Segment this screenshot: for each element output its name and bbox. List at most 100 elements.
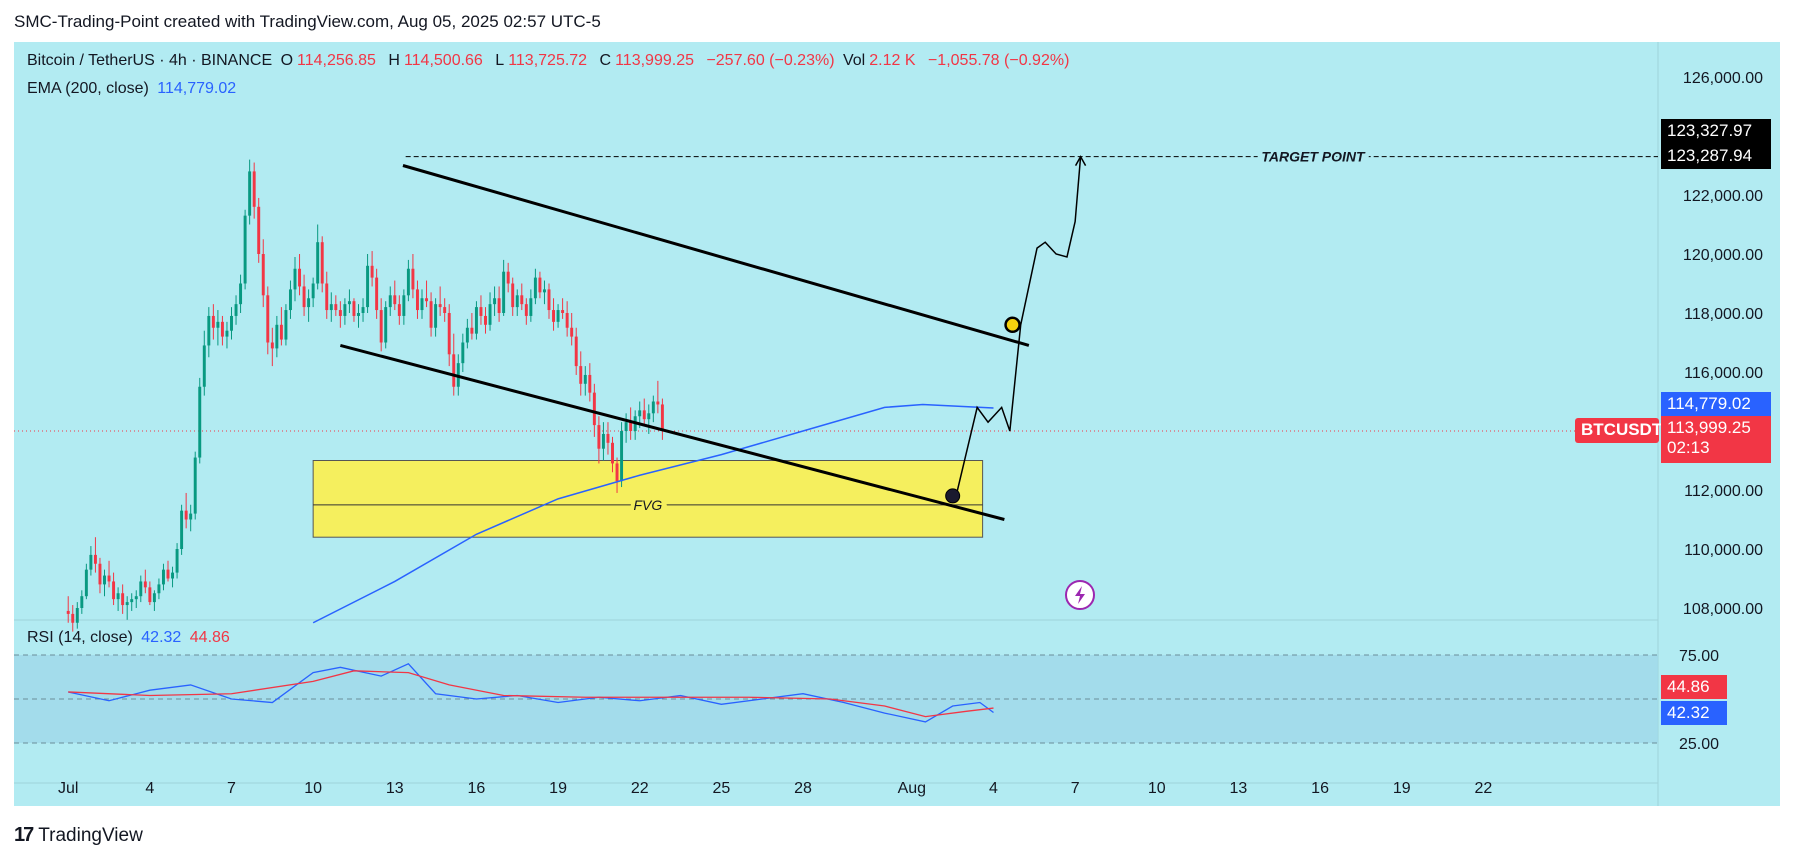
brand-name: TradingView	[38, 824, 143, 846]
candle-body	[134, 596, 138, 600]
candle-body	[361, 307, 365, 313]
rsi-ma-tag: 44.86	[1661, 675, 1727, 699]
candle-body	[660, 404, 664, 432]
tradingview-logo-icon: 17	[14, 824, 34, 846]
time-tick-label: Jul	[58, 780, 78, 797]
target-low-tag: 123,287.94	[1661, 144, 1771, 169]
candle-body	[184, 510, 188, 520]
candle-body	[375, 277, 379, 311]
ema-price-tag: 114,779.02	[1661, 392, 1771, 416]
candle-body	[125, 602, 129, 606]
time-tick-label: 7	[1071, 780, 1080, 797]
low-label: L	[495, 52, 505, 69]
candle-body	[425, 298, 429, 302]
candle-body	[198, 386, 202, 458]
candle-body	[638, 410, 642, 417]
candle-body	[429, 301, 433, 328]
time-tick-label: 19	[549, 780, 567, 797]
candle-body	[565, 313, 569, 328]
candle-body	[320, 242, 324, 284]
vol-label: Vol	[842, 52, 866, 69]
candle-body	[261, 254, 265, 296]
time-tick-label: 10	[304, 780, 322, 797]
rsi-panel: 75.00 25.00	[14, 648, 1719, 753]
high-label: H	[388, 52, 400, 69]
candle-body	[406, 268, 410, 296]
candle-body	[579, 366, 583, 384]
candle-body	[202, 345, 206, 387]
ema-label: EMA (200, close)	[27, 80, 149, 97]
price-tick-label: 112,000.00	[1684, 483, 1763, 500]
breakout-marker	[1004, 316, 1021, 334]
candle-body	[143, 581, 147, 588]
candle-body	[397, 304, 401, 316]
candle-body	[171, 572, 175, 579]
candle-body	[275, 324, 279, 349]
high-value: 114,500.66	[403, 52, 483, 69]
candle-body	[148, 587, 152, 603]
time-tick-label: 10	[1148, 780, 1166, 797]
candle-body	[656, 401, 660, 405]
rsi-legend[interactable]: RSI (14, close) 42.32 44.86	[27, 629, 234, 647]
rsi-tick-label: 75.00	[1679, 648, 1719, 665]
last-price: 113,999.25	[1667, 418, 1751, 437]
time-tick-label: 16	[1311, 780, 1329, 797]
low-value: 113,725.72	[508, 52, 588, 69]
candle-body	[542, 289, 546, 293]
chart-header: SMC-Trading-Point created with TradingVi…	[14, 12, 601, 31]
candle-body	[520, 295, 524, 305]
candle-body	[434, 304, 438, 328]
candle-body	[601, 433, 605, 449]
candle-body	[470, 327, 474, 334]
candle-body	[488, 304, 492, 325]
candle-body	[611, 442, 614, 464]
ema-legend[interactable]: EMA (200, close) 114,779.02	[27, 80, 240, 98]
price-tick-label: 110,000.00	[1684, 542, 1763, 559]
candle-body	[366, 265, 370, 308]
time-tick-label: 28	[794, 780, 812, 797]
candle-body	[493, 298, 497, 305]
candle-body	[420, 298, 424, 311]
time-axis: Jul 4 7 10 13 16 19 22 25 28 Aug 4 7 10 13 16 19 22	[58, 780, 1492, 797]
candle-body	[311, 283, 315, 299]
symbol-title[interactable]: Bitcoin / TetherUS · 4h · BINANCE	[27, 52, 273, 69]
candle-body	[103, 575, 106, 585]
symbol-tag[interactable]: BTCUSDT	[1575, 418, 1662, 443]
candle-body	[325, 283, 329, 311]
candle-body	[402, 295, 406, 316]
time-tick-label: 4	[145, 780, 154, 797]
candle-body	[298, 268, 302, 287]
candle-body	[316, 242, 320, 284]
candle-body	[415, 289, 419, 311]
projection-path	[954, 156, 1082, 500]
candle-body	[529, 298, 533, 316]
time-tick-label: 16	[468, 780, 486, 797]
candle-body	[230, 315, 233, 331]
candle-body	[329, 304, 333, 311]
price-tick-label: 118,000.00	[1684, 306, 1763, 323]
candle-body	[211, 315, 215, 328]
ema-value: 114,779.02	[157, 80, 237, 97]
low-marker	[945, 488, 961, 504]
candle-body	[465, 327, 469, 343]
candle-body	[334, 304, 338, 311]
candle-body	[270, 342, 274, 349]
candle-body	[107, 575, 111, 582]
footer-brand[interactable]: 17 TradingView	[14, 824, 143, 847]
candle-body	[193, 457, 197, 514]
candle-body	[524, 304, 528, 316]
candle-body	[461, 342, 465, 364]
candle-body	[651, 401, 655, 414]
candle-body	[474, 307, 478, 334]
vol-change: −1,055.78 (−0.92%)	[927, 52, 1070, 69]
candle-body	[447, 313, 451, 355]
rsi-tag: 42.32	[1661, 701, 1727, 725]
candle-body	[352, 301, 356, 316]
time-tick-label: 13	[386, 780, 404, 797]
candle-body	[588, 374, 592, 393]
candles	[66, 159, 664, 632]
candle-body	[538, 277, 542, 293]
price-tick-label: 108,000.00	[1683, 601, 1763, 618]
rsi-ma-line	[68, 670, 994, 718]
